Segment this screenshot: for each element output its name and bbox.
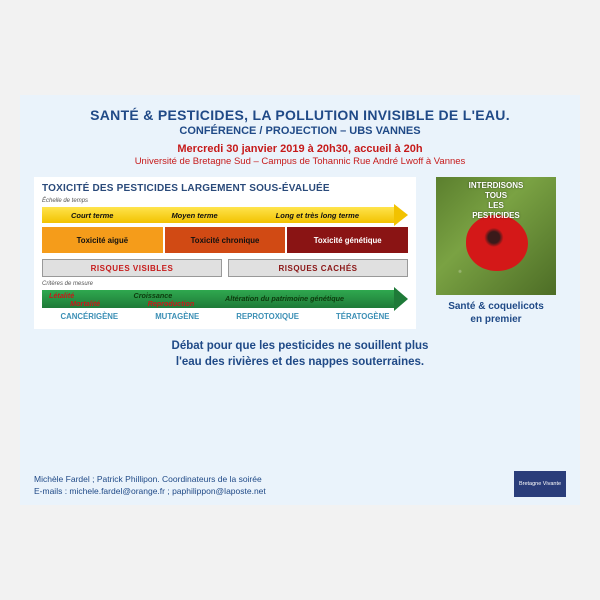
- risk-visible: RISQUES VISIBLES: [42, 259, 222, 277]
- criteria-item: Reproduction: [148, 299, 195, 308]
- side-panel: INTERDISONS TOUS LES PESTICIDES Santé & …: [426, 177, 566, 326]
- date-line: Mercredi 30 janvier 2019 à 20h30, accuei…: [34, 143, 566, 155]
- venue-line: Université de Bretagne Sud – Campus de T…: [34, 156, 566, 167]
- risk-hidden: RISQUES CACHÉS: [228, 259, 408, 277]
- measure: TÉRATOGÈNE: [336, 312, 389, 321]
- coordinators-block: Michèle Fardel ; Patrick Phillipon. Coor…: [34, 474, 266, 497]
- arrow-head-icon: [394, 204, 408, 226]
- poppy-flower-icon: [466, 215, 528, 271]
- poppy-line: PESTICIDES: [436, 211, 556, 221]
- coordinators: Michèle Fardel ; Patrick Phillipon. Coor…: [34, 474, 266, 485]
- measures-row: CANCÉRIGÈNE MUTAGÈNE REPROTOXIQUE TÉRATO…: [42, 312, 408, 321]
- criteria-item: Altération du patrimoine génétique: [225, 294, 344, 303]
- toxicity-row: Toxicité aiguë Toxicité chronique Toxici…: [42, 227, 408, 253]
- diagram-title: TOXICITÉ DES PESTICIDES LARGEMENT SOUS-É…: [42, 183, 408, 194]
- content-row: TOXICITÉ DES PESTICIDES LARGEMENT SOUS-É…: [34, 177, 566, 329]
- org-logo: Bretagne Vivante: [514, 471, 566, 497]
- measure: REPROTOXIQUE: [236, 312, 299, 321]
- measure: CANCÉRIGÈNE: [61, 312, 119, 321]
- debate-text: Débat pour que les pesticides ne souille…: [34, 339, 566, 370]
- time-term: Court terme: [71, 211, 114, 220]
- poppy-text: INTERDISONS TOUS LES PESTICIDES: [436, 181, 556, 221]
- caption-line: en premier: [448, 314, 544, 327]
- measure: MUTAGÈNE: [155, 312, 199, 321]
- criteria-label: Critères de mesure: [42, 281, 408, 287]
- risk-row: RISQUES VISIBLES RISQUES CACHÉS: [42, 259, 408, 277]
- poppy-line: INTERDISONS: [436, 181, 556, 191]
- toxicity-box: Toxicité génétique: [287, 227, 408, 253]
- toxicity-box: Toxicité aiguë: [42, 227, 163, 253]
- poppy-line: TOUS: [436, 191, 556, 201]
- debate-line: Débat pour que les pesticides ne souille…: [34, 339, 566, 355]
- debate-line: l'eau des rivières et des nappes souterr…: [34, 355, 566, 371]
- caption-line: Santé & coquelicots: [448, 301, 544, 314]
- time-term: Long et très long terme: [276, 211, 359, 220]
- criteria-item: Mortalité: [70, 299, 100, 308]
- footer: Michèle Fardel ; Patrick Phillipon. Coor…: [34, 471, 566, 497]
- criteria-arrow: Létalité Mortalité Croissance Reproducti…: [42, 289, 408, 309]
- time-term: Moyen terme: [171, 211, 217, 220]
- poppy-line: LES: [436, 201, 556, 211]
- emails: E-mails : michele.fardel@orange.fr ; pap…: [34, 486, 266, 497]
- poppy-image: INTERDISONS TOUS LES PESTICIDES: [436, 177, 556, 295]
- poster: SANTÉ & PESTICIDES, LA POLLUTION INVISIB…: [20, 95, 580, 505]
- arrow-head-icon: [394, 287, 408, 311]
- time-scale-label: Échelle de temps: [42, 198, 408, 204]
- time-arrow: Court terme Moyen terme Long et très lon…: [42, 206, 408, 224]
- toxicity-box: Toxicité chronique: [165, 227, 286, 253]
- subtitle: CONFÉRENCE / PROJECTION – UBS VANNES: [34, 125, 566, 137]
- side-caption: Santé & coquelicots en premier: [448, 301, 544, 326]
- toxicity-diagram: TOXICITÉ DES PESTICIDES LARGEMENT SOUS-É…: [34, 177, 416, 329]
- main-title: SANTÉ & PESTICIDES, LA POLLUTION INVISIB…: [34, 107, 566, 123]
